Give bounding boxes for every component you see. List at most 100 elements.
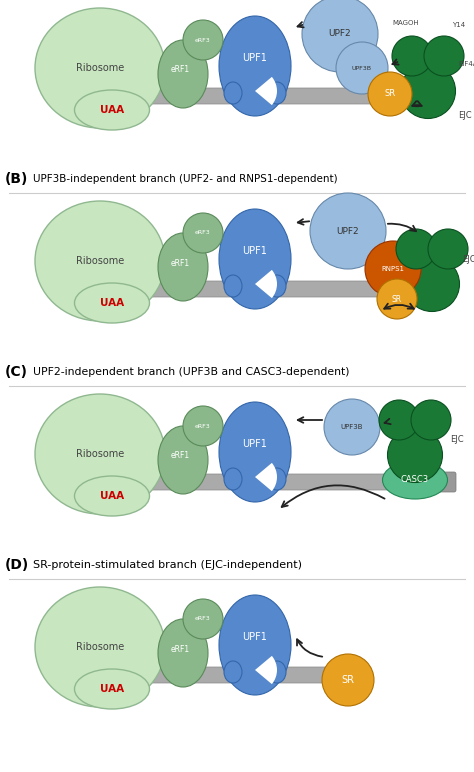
Text: EJC: EJC [450, 435, 464, 445]
Text: eRF3: eRF3 [195, 424, 211, 428]
FancyBboxPatch shape [433, 86, 451, 106]
Ellipse shape [219, 209, 291, 309]
Text: UPF3B-independent branch (UPF2- and RNPS1-dependent): UPF3B-independent branch (UPF2- and RNPS… [33, 174, 337, 184]
Ellipse shape [219, 402, 291, 502]
Text: UPF2: UPF2 [328, 29, 351, 39]
Text: UAA: UAA [100, 298, 124, 308]
Text: UPF2: UPF2 [337, 226, 359, 235]
Wedge shape [255, 463, 277, 491]
Circle shape [377, 279, 417, 319]
Text: eRF3: eRF3 [195, 617, 211, 621]
Ellipse shape [219, 595, 291, 695]
FancyBboxPatch shape [95, 86, 117, 106]
Ellipse shape [35, 201, 165, 321]
Text: MAGOH: MAGOH [392, 20, 419, 26]
Text: EJC: EJC [462, 255, 474, 263]
Wedge shape [255, 656, 277, 684]
Text: (B): (B) [5, 172, 28, 186]
Text: eRF3: eRF3 [195, 38, 211, 42]
Ellipse shape [74, 476, 149, 516]
Ellipse shape [158, 619, 208, 687]
Ellipse shape [388, 428, 443, 482]
Ellipse shape [224, 468, 242, 490]
Ellipse shape [35, 587, 165, 707]
Text: UPF1: UPF1 [243, 439, 267, 449]
Ellipse shape [268, 82, 286, 104]
Ellipse shape [224, 661, 242, 683]
Ellipse shape [158, 40, 208, 108]
Ellipse shape [35, 394, 165, 514]
Circle shape [392, 36, 432, 76]
Text: SR: SR [392, 294, 402, 303]
Text: SR: SR [384, 90, 396, 99]
Circle shape [411, 400, 451, 440]
Text: eRF1: eRF1 [171, 259, 190, 268]
Circle shape [379, 400, 419, 440]
Ellipse shape [268, 661, 286, 683]
Polygon shape [89, 90, 97, 102]
Text: eRF1: eRF1 [171, 452, 190, 461]
Circle shape [336, 42, 388, 94]
Text: UAA: UAA [100, 105, 124, 115]
Circle shape [310, 193, 386, 269]
Circle shape [183, 406, 223, 446]
Ellipse shape [158, 233, 208, 301]
Text: (D): (D) [5, 558, 29, 572]
Ellipse shape [383, 461, 447, 499]
Circle shape [183, 20, 223, 60]
Text: eRF1: eRF1 [171, 66, 190, 75]
Circle shape [428, 229, 468, 269]
Text: SR: SR [341, 675, 355, 685]
Ellipse shape [35, 8, 165, 128]
FancyBboxPatch shape [113, 474, 442, 490]
Polygon shape [89, 283, 97, 295]
Text: UPF1: UPF1 [243, 246, 267, 256]
FancyBboxPatch shape [95, 279, 117, 299]
Text: SR-protein-stimulated branch (EJC-independent): SR-protein-stimulated branch (EJC-indepe… [33, 560, 302, 570]
Text: UPF3B: UPF3B [341, 424, 363, 430]
FancyBboxPatch shape [95, 472, 117, 492]
Text: Ribosome: Ribosome [76, 642, 124, 652]
FancyBboxPatch shape [95, 665, 117, 685]
Ellipse shape [158, 426, 208, 494]
Ellipse shape [74, 283, 149, 323]
Text: Ribosome: Ribosome [76, 256, 124, 266]
Ellipse shape [268, 468, 286, 490]
FancyBboxPatch shape [113, 88, 437, 104]
Text: UPF3B: UPF3B [352, 66, 372, 70]
Ellipse shape [74, 669, 149, 709]
Ellipse shape [224, 275, 242, 297]
Ellipse shape [401, 63, 456, 118]
Text: eRF3: eRF3 [195, 231, 211, 235]
FancyBboxPatch shape [113, 667, 352, 683]
Text: UPF2-independent branch (UPF3B and CASC3-dependent): UPF2-independent branch (UPF3B and CASC3… [33, 367, 349, 377]
Circle shape [365, 241, 421, 297]
FancyBboxPatch shape [433, 279, 451, 299]
Wedge shape [255, 270, 277, 298]
FancyBboxPatch shape [113, 281, 437, 297]
Ellipse shape [224, 82, 242, 104]
Text: UPF1: UPF1 [243, 632, 267, 642]
Circle shape [396, 229, 436, 269]
Text: UAA: UAA [100, 491, 124, 501]
Circle shape [324, 399, 380, 455]
Text: UAA: UAA [100, 684, 124, 694]
Circle shape [322, 654, 374, 706]
Circle shape [183, 213, 223, 253]
Text: Ribosome: Ribosome [76, 63, 124, 73]
Ellipse shape [268, 275, 286, 297]
Text: (C): (C) [5, 365, 28, 379]
Circle shape [302, 0, 378, 72]
Text: UPF1: UPF1 [243, 53, 267, 63]
Polygon shape [89, 476, 97, 488]
Text: Ribosome: Ribosome [76, 449, 124, 459]
Text: EIF4A3: EIF4A3 [458, 61, 474, 67]
Text: RNPS1: RNPS1 [382, 266, 404, 272]
Ellipse shape [404, 256, 459, 311]
Ellipse shape [219, 16, 291, 116]
Ellipse shape [74, 90, 149, 130]
Wedge shape [255, 77, 277, 105]
Text: eRF1: eRF1 [171, 645, 190, 654]
Circle shape [424, 36, 464, 76]
FancyBboxPatch shape [438, 472, 456, 492]
